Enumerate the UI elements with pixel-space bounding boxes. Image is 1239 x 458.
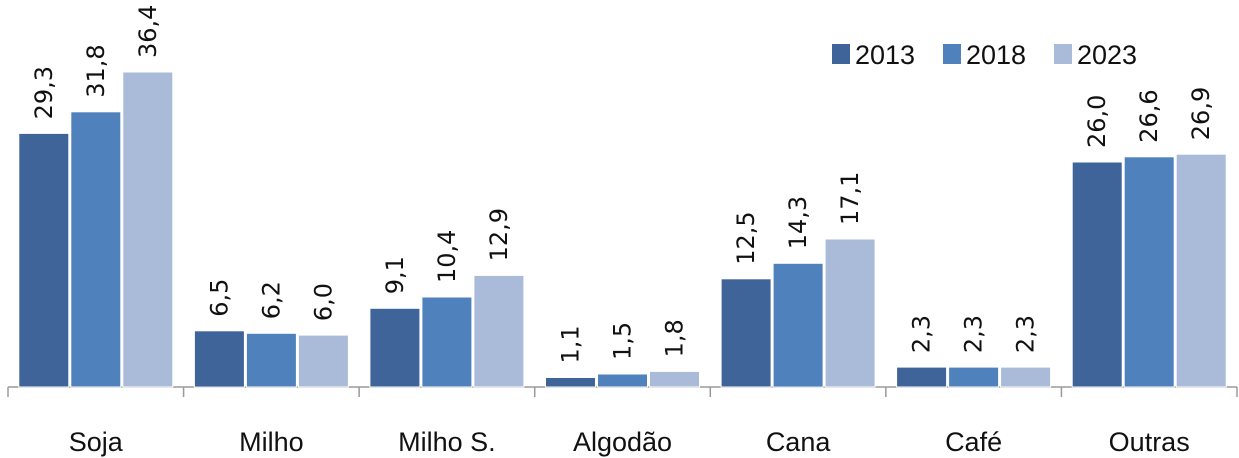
data-label: 6,5 bbox=[205, 279, 233, 317]
data-label: 12,9 bbox=[485, 208, 513, 261]
data-label: 2,3 bbox=[908, 315, 936, 353]
legend-label: 2023 bbox=[1077, 40, 1137, 70]
legend: 2013 2018 2023 bbox=[832, 40, 1137, 70]
data-label: 14,3 bbox=[784, 196, 812, 249]
bar-2023 bbox=[1000, 366, 1052, 388]
data-label: 31,8 bbox=[82, 44, 110, 97]
bar-2013 bbox=[369, 307, 421, 388]
legend-swatch bbox=[832, 44, 850, 64]
bar-2023 bbox=[297, 334, 349, 388]
data-label: 1,8 bbox=[661, 319, 689, 357]
bar-2013 bbox=[1071, 161, 1123, 388]
legend-label: 2013 bbox=[855, 40, 915, 70]
bar-2018 bbox=[948, 366, 1000, 388]
bar-2018 bbox=[421, 296, 473, 388]
category-label: Outras bbox=[1109, 427, 1190, 457]
data-label: 26,9 bbox=[1187, 87, 1215, 140]
bar-2023 bbox=[1175, 153, 1227, 388]
data-label: 29,3 bbox=[30, 66, 58, 119]
bar-2013 bbox=[720, 278, 772, 388]
bar-2023 bbox=[649, 370, 700, 388]
category-label: Soja bbox=[69, 427, 124, 457]
bar-2013 bbox=[193, 330, 245, 388]
data-label: 6,2 bbox=[257, 281, 285, 319]
data-label: 2,3 bbox=[960, 315, 988, 353]
bar-2018 bbox=[245, 332, 297, 388]
data-label: 17,1 bbox=[836, 172, 864, 225]
category-label: Milho S. bbox=[398, 427, 496, 457]
legend-swatch bbox=[1054, 44, 1072, 64]
bar-2013 bbox=[545, 377, 596, 388]
category-label: Cana bbox=[766, 427, 832, 457]
category-label: Milho bbox=[239, 427, 304, 457]
bar-2023 bbox=[122, 71, 174, 388]
data-label: 10,4 bbox=[433, 230, 461, 283]
data-label: 9,1 bbox=[381, 256, 409, 294]
category-labels-group: Soja Milho Milho S. Algodão Cana Café Outras bbox=[69, 427, 1190, 457]
bar-2018 bbox=[597, 373, 648, 388]
data-label: 6,0 bbox=[309, 283, 337, 321]
category-label: Algodão bbox=[573, 427, 672, 457]
data-label: 12,5 bbox=[732, 211, 760, 264]
legend-label: 2018 bbox=[966, 40, 1026, 70]
data-label: 1,1 bbox=[557, 325, 585, 363]
data-label: 36,4 bbox=[134, 5, 162, 58]
bar-2018 bbox=[772, 262, 824, 388]
legend-swatch bbox=[943, 44, 961, 64]
bar-2018 bbox=[70, 111, 122, 388]
bar-2023 bbox=[473, 274, 525, 388]
bar-2013 bbox=[896, 366, 948, 388]
bar-2023 bbox=[824, 238, 876, 388]
bar-2013 bbox=[18, 132, 70, 388]
data-label: 2,3 bbox=[1012, 315, 1040, 353]
bar-2018 bbox=[1123, 156, 1175, 388]
data-label: 26,6 bbox=[1135, 89, 1163, 142]
x-axis-ticks bbox=[7, 387, 1238, 397]
data-label: 26,0 bbox=[1083, 95, 1111, 148]
bars-group bbox=[18, 71, 1227, 388]
data-labels-group: 29,3 31,8 36,4 6,5 6,2 6,0 9,1 10,4 12,9 1,1 1,5 1,… bbox=[30, 5, 1215, 364]
data-label: 1,5 bbox=[609, 322, 637, 360]
category-label: Café bbox=[945, 427, 1002, 457]
